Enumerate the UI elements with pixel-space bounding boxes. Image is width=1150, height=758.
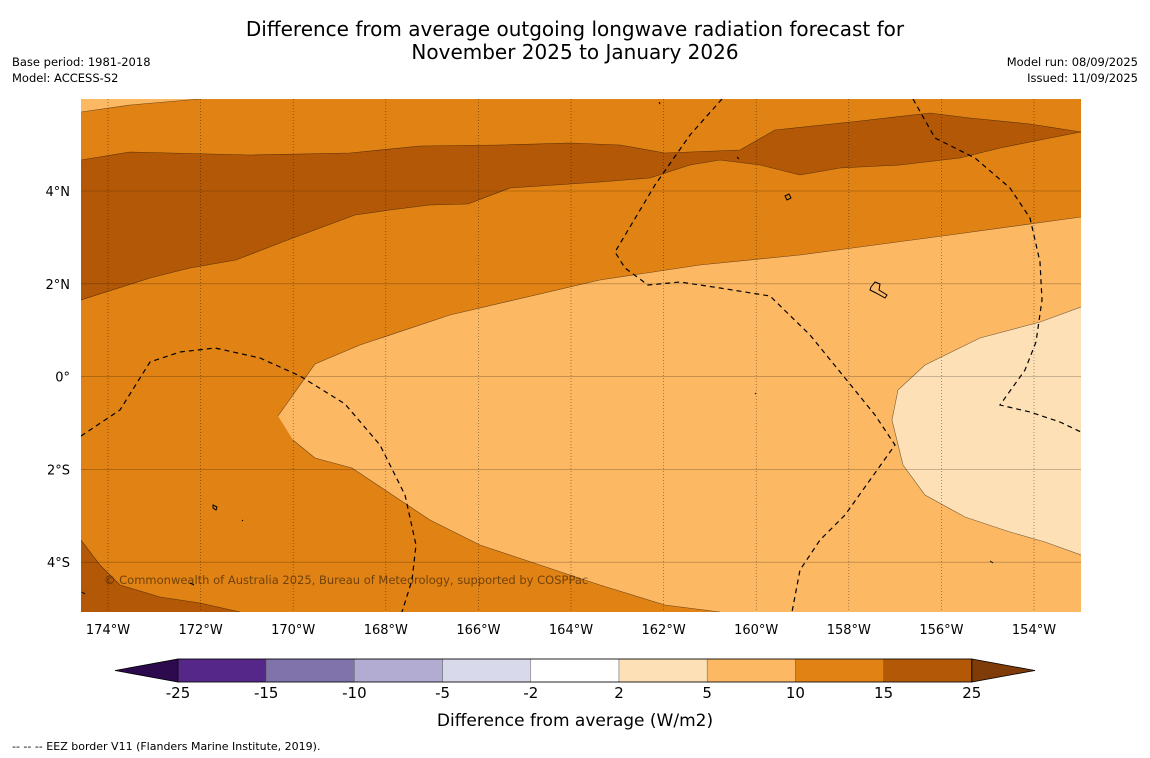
copyright-text: © Commonwealth of Australia 2025, Bureau… — [104, 573, 588, 587]
model-run: Model run: 08/09/2025 — [1006, 55, 1138, 69]
model-name: Model: ACCESS-S2 — [12, 71, 119, 85]
contour-lines — [81, 99, 1081, 612]
colorbar-tick-label: 10 — [786, 684, 805, 702]
colorbar-tick-label: -10 — [342, 684, 367, 702]
eez-border-lines — [81, 99, 1081, 612]
region-15-25-south — [81, 540, 240, 612]
colorbar-extend-low — [114, 658, 179, 683]
footnote: -- -- -- EEZ border V11 (Flanders Marine… — [12, 740, 321, 753]
latitude-label: 0° — [55, 371, 70, 386]
info-left: Base period: 1981-2018 Model: ACCESS-S2 — [12, 54, 151, 86]
island-outline — [658, 101, 661, 105]
colorbar-tick-label: 2 — [614, 684, 624, 702]
island-outlines — [81, 101, 994, 595]
island-outline — [989, 560, 994, 564]
island-outline — [869, 281, 888, 299]
longitude-label: 170°W — [271, 623, 315, 638]
latitude-label: 4°N — [46, 185, 71, 200]
colorbar-tick-label: 15 — [874, 684, 893, 702]
latitude-label: 2°S — [47, 463, 70, 478]
island-outline — [189, 582, 195, 586]
issued-date: Issued: 11/09/2025 — [1027, 71, 1138, 85]
colorbar-tick-label: -5 — [435, 684, 450, 702]
island-outline — [784, 193, 792, 201]
colorbar-tick-label: 5 — [702, 684, 712, 702]
colorbar: -25 -15 -10 -5 -2 2 5 10 15 25 — [114, 658, 1036, 702]
colorbar-segment — [177, 658, 267, 683]
longitude-label: 174°W — [86, 623, 130, 638]
longitude-label: 156°W — [919, 623, 963, 638]
latitude-label: 2°N — [46, 278, 71, 293]
island-outline — [81, 591, 86, 595]
colorbar-segment — [618, 658, 708, 683]
island-outline — [754, 392, 757, 395]
colorbar-segment — [706, 658, 796, 683]
longitude-label: 158°W — [827, 623, 871, 638]
longitude-labels: 174°W 172°W 170°W 168°W 166°W 164°W 162°W 160°W… — [86, 623, 1056, 638]
longitude-label: 154°W — [1012, 623, 1056, 638]
island-outline — [241, 519, 244, 522]
colorbar-segment — [265, 658, 355, 683]
colorbar-segment — [442, 658, 532, 683]
longitude-label: 160°W — [734, 623, 778, 638]
title-line-1: Difference from average outgoing longwav… — [245, 17, 905, 41]
region-15-25-north — [81, 113, 1081, 300]
map-area: © Commonwealth of Australia 2025, Bureau… — [81, 99, 1081, 612]
longitude-label: 172°W — [179, 623, 223, 638]
colorbar-label: Difference from average (W/m2) — [437, 711, 713, 731]
latitude-label: 4°S — [47, 556, 70, 571]
island-outline — [212, 504, 218, 511]
longitude-label: 168°W — [364, 623, 408, 638]
longitude-label: 164°W — [549, 623, 593, 638]
longitude-label: 166°W — [456, 623, 500, 638]
region-5-10 — [278, 217, 1081, 612]
region-5-10-corner — [81, 99, 200, 112]
latitude-labels: 4°N 2°N 0° 2°S 4°S — [46, 185, 71, 571]
colorbar-frame — [177, 658, 973, 683]
island-outline — [736, 156, 740, 160]
base-period: Base period: 1981-2018 — [12, 55, 151, 69]
colorbar-tick-label: -25 — [166, 684, 191, 702]
colorbar-extend-high — [971, 658, 1036, 683]
colorbar-segment — [795, 658, 884, 683]
colorbar-segment — [530, 658, 620, 683]
info-right: Model run: 08/09/2025 Issued: 11/09/2025 — [1007, 54, 1138, 86]
longitude-label: 162°W — [642, 623, 686, 638]
title-line-2: November 2025 to January 2026 — [411, 40, 739, 64]
chart-title: Difference from average outgoing longwav… — [0, 18, 1150, 64]
grid-lines — [81, 99, 1081, 612]
colorbar-tick-label: 25 — [962, 684, 981, 702]
colorbar-tick-label: -2 — [523, 684, 538, 702]
colorbar-tick-label: -15 — [254, 684, 279, 702]
colorbar-segment — [883, 658, 973, 683]
colorbar-segment — [354, 658, 443, 683]
